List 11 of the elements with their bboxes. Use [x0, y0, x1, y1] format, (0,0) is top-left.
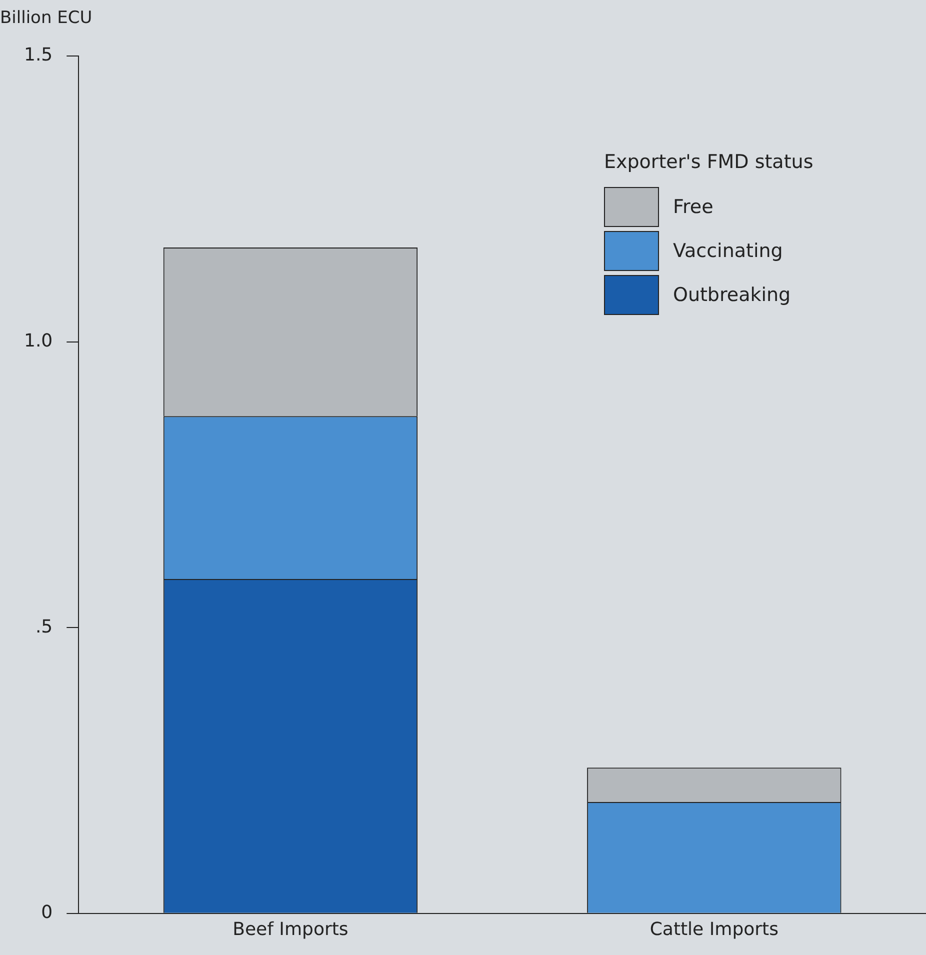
y-tick-label: 1.0 — [24, 330, 53, 352]
x-tick-label: Cattle Imports — [650, 918, 778, 940]
legend-label: Free — [672, 196, 714, 218]
legend-title: Exporter's FMD status — [604, 151, 814, 173]
legend-label: Outbreaking — [672, 284, 791, 306]
legend-label: Vaccinating — [672, 240, 783, 262]
x-tick-label: Beef Imports — [232, 918, 348, 940]
y-tick-label: 0 — [41, 902, 53, 924]
y-axis-title: Billion ECU — [0, 8, 92, 28]
y-tick-label: 1.5 — [24, 44, 53, 66]
y-tick-label: .5 — [35, 616, 53, 638]
